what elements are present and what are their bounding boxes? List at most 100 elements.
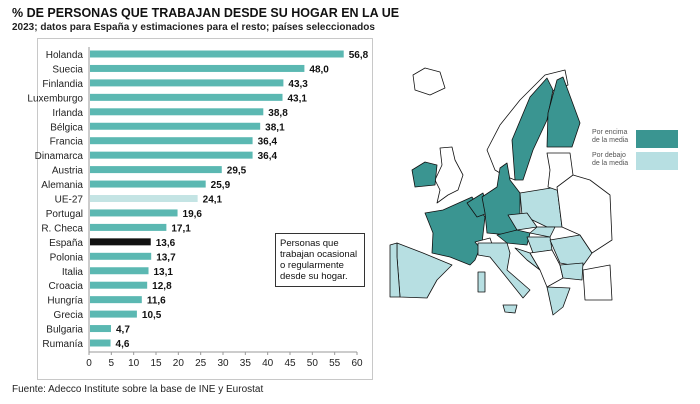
country-sardinia: [477, 271, 486, 293]
category-label: Luxemburgo: [27, 93, 83, 104]
data-label: 38,8: [268, 108, 288, 119]
bar: [90, 339, 111, 347]
x-tick-label: 20: [173, 358, 185, 369]
country-finland: [546, 76, 581, 148]
country-sicily: [502, 304, 518, 314]
x-tick-label: 25: [195, 358, 207, 369]
bar: [90, 180, 206, 188]
data-label: 17,1: [171, 223, 191, 234]
bar: [90, 195, 198, 202]
bar: [90, 325, 111, 333]
bar: [90, 166, 222, 174]
chart-title: % DE PERSONAS QUE TRABAJAN DESDE SU HOGA…: [12, 6, 400, 20]
category-label: Bélgica: [50, 122, 83, 133]
country-sweden: [511, 77, 554, 181]
data-label: 13,1: [154, 267, 174, 278]
chart-note: Personas que trabajan ocasional o regula…: [275, 233, 365, 287]
bar: [90, 267, 149, 275]
country-italy: [477, 242, 531, 299]
category-label: Italia: [62, 267, 84, 278]
country-uk: [434, 146, 464, 204]
bar: [90, 281, 148, 289]
x-tick-label: 45: [284, 358, 296, 369]
data-label: 12,8: [152, 281, 172, 292]
country-greece: [546, 286, 571, 316]
x-tick-label: 50: [307, 358, 319, 369]
legend-label-below: Por debajo de la media: [592, 152, 629, 167]
data-label: 29,5: [227, 166, 247, 177]
category-label: Portugal: [46, 209, 83, 220]
category-label: UE-27: [55, 195, 84, 206]
x-tick-label: 5: [109, 358, 115, 369]
category-label: Finlandia: [42, 79, 83, 90]
data-label: 43,1: [288, 93, 308, 104]
bar: [90, 209, 178, 217]
country-france: [424, 196, 486, 266]
x-tick-label: 55: [329, 358, 341, 369]
country-belarus-ukraine: [556, 174, 613, 254]
country-bulgaria: [559, 262, 584, 281]
country-slovakia: [529, 226, 556, 238]
category-label: Croacia: [49, 281, 84, 292]
data-label: 24,1: [203, 195, 223, 206]
data-label: 38,1: [265, 122, 285, 133]
data-label: 36,4: [258, 151, 278, 162]
category-label: España: [49, 238, 83, 249]
x-tick-label: 10: [128, 358, 140, 369]
x-tick-label: 35: [240, 358, 252, 369]
bar: [90, 223, 167, 231]
category-label: Bulgaria: [46, 325, 83, 336]
category-label: Holanda: [46, 50, 84, 61]
data-label: 13,7: [156, 252, 176, 263]
bar: [90, 122, 261, 130]
legend-swatch-below: [636, 152, 678, 170]
data-label: 56,8: [349, 50, 369, 61]
country-portugal: [389, 242, 401, 298]
category-label: Irlanda: [52, 108, 83, 119]
category-label: Austria: [52, 166, 84, 177]
bar: [90, 238, 151, 246]
category-label: R. Checa: [41, 223, 83, 234]
bar: [90, 64, 305, 72]
data-label: 25,9: [211, 180, 231, 191]
bar: [90, 79, 284, 87]
category-label: Dinamarca: [35, 151, 84, 162]
category-label: Polonia: [50, 252, 84, 263]
category-label: Grecia: [54, 310, 84, 321]
data-label: 36,4: [258, 137, 278, 148]
data-label: 48,0: [309, 64, 329, 75]
bar: [90, 93, 283, 101]
country-romania: [549, 234, 593, 268]
x-tick-label: 0: [86, 358, 92, 369]
bar: [90, 296, 142, 304]
data-label: 4,7: [116, 325, 130, 336]
chart-frame: [37, 38, 373, 380]
category-label: Alemania: [41, 180, 83, 191]
country-iceland: [412, 67, 446, 96]
bar: [90, 151, 253, 159]
x-tick-label: 60: [351, 358, 363, 369]
bar: [90, 252, 152, 260]
country-ireland: [411, 161, 438, 188]
chart-subtitle: 2023; datos para España y estimaciones p…: [12, 22, 375, 33]
legend-swatch-above: [636, 130, 678, 148]
bar: [90, 137, 253, 145]
data-label: 10,5: [142, 310, 162, 321]
category-label: Suecia: [52, 64, 83, 75]
category-label: Rumanía: [42, 339, 83, 350]
data-label: 13,6: [156, 238, 176, 249]
data-label: 19,6: [183, 209, 203, 220]
data-label: 11,6: [147, 296, 166, 307]
x-tick-label: 15: [150, 358, 162, 369]
bar: [90, 108, 264, 116]
category-label: Francia: [50, 137, 84, 148]
legend-label-above: Por encima de la media: [592, 129, 629, 144]
country-turkey: [582, 264, 613, 301]
source-note: Fuente: Adecco Institute sobre la base d…: [12, 384, 264, 395]
x-tick-label: 40: [262, 358, 274, 369]
category-label: Hungría: [47, 296, 83, 307]
x-tick-label: 30: [217, 358, 229, 369]
